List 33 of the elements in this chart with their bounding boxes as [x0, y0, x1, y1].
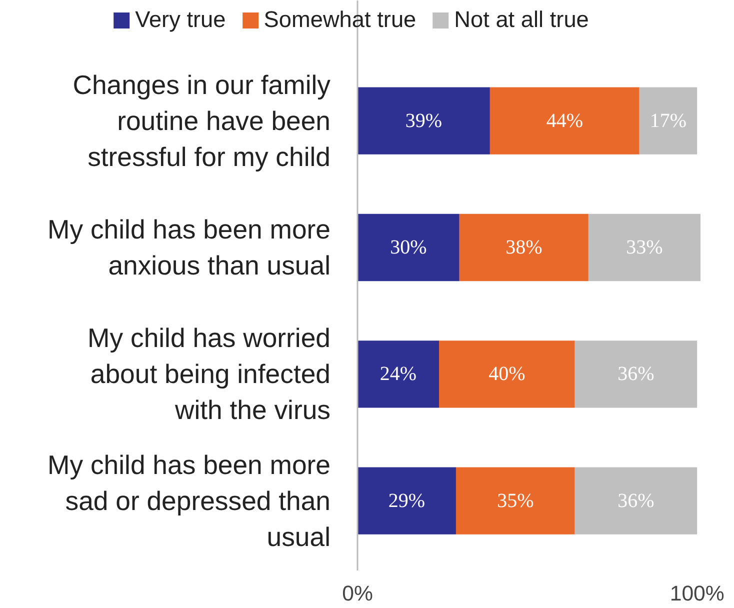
bar: [358, 214, 460, 282]
data-label: 35%: [497, 490, 534, 512]
bar: [439, 340, 575, 408]
data-label: 29%: [388, 490, 426, 512]
data-label: 38%: [506, 236, 542, 258]
y-tick-label: Changes in our family routine have been stressful for my child: [72, 70, 332, 172]
legend-label: Somewhat true: [264, 6, 416, 33]
y-tick-label: My child has been more anxious than usual: [48, 214, 331, 280]
legend-label: Not at all true: [454, 6, 589, 33]
y-tick-label: My child has been more sad or depressed than usual: [48, 450, 331, 552]
data-label: 24%: [380, 363, 417, 386]
data-label: 30%: [390, 236, 427, 258]
y-tick-label: My child has worried about being infected with the virus: [88, 323, 331, 426]
x-tick-label: 100%: [670, 582, 724, 606]
data-label: 44%: [546, 110, 583, 132]
x-tick-label: 0%: [342, 582, 373, 606]
data-label: 36%: [618, 363, 654, 386]
data-label: 33%: [626, 236, 663, 258]
data-label: 39%: [405, 110, 442, 132]
bar: [588, 214, 700, 282]
bar: [574, 467, 698, 534]
bar: [358, 340, 440, 408]
data-label: 36%: [618, 490, 654, 512]
bar: [490, 87, 640, 154]
bar: [639, 87, 698, 154]
legend-label: Very true: [135, 6, 226, 33]
bar: [574, 340, 698, 408]
bar: [358, 467, 456, 534]
bar: [456, 467, 575, 534]
data-label: 40%: [488, 363, 526, 386]
bar: [358, 87, 490, 154]
data-label: 17%: [650, 110, 687, 132]
bar: [459, 214, 588, 282]
